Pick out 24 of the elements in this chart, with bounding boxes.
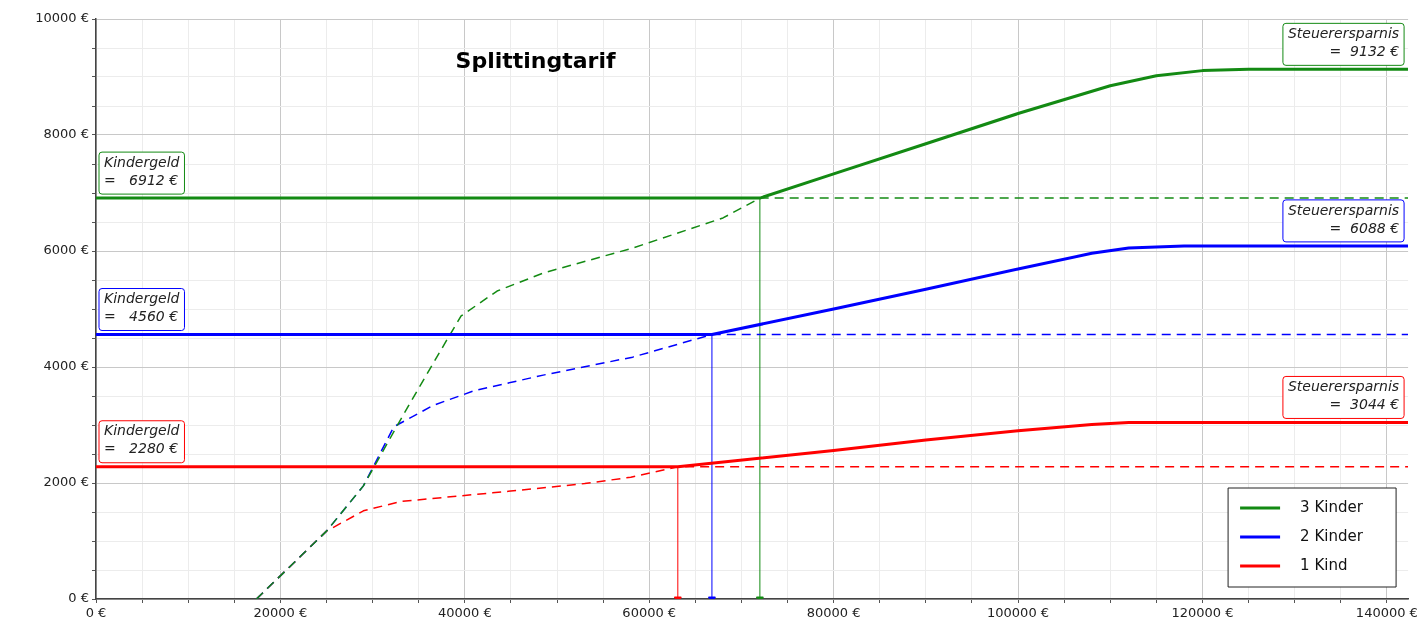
x-tick-label: 140000 € bbox=[1355, 605, 1418, 621]
annotation: Kindergeld = 6912 € bbox=[104, 153, 180, 188]
legend-label: 2 Kinder bbox=[1300, 526, 1364, 545]
annotation: Kindergeld = 2280 € bbox=[104, 422, 180, 457]
y-tick-label: 2000 € bbox=[43, 474, 89, 490]
x-tick-label: 80000 € bbox=[806, 605, 861, 621]
y-tick-label: 10000 € bbox=[35, 10, 89, 26]
legend-label: 3 Kinder bbox=[1300, 497, 1364, 516]
y-tick-label: 8000 € bbox=[43, 126, 89, 142]
annotation: Steuerersparnis = 3044 € bbox=[1287, 378, 1400, 413]
annotation: Steuerersparnis = 9132 € bbox=[1287, 24, 1400, 59]
x-tick-label: 40000 € bbox=[437, 605, 492, 621]
x-tick-label: 60000 € bbox=[622, 605, 677, 621]
y-tick-label: 6000 € bbox=[43, 242, 89, 258]
y-tick-label: 4000 € bbox=[43, 358, 89, 374]
x-tick-label: 0 € bbox=[85, 605, 107, 621]
x-tick-label: 120000 € bbox=[1171, 605, 1234, 621]
x-tick-label: 20000 € bbox=[253, 605, 308, 621]
annotation: Kindergeld = 4560 € bbox=[104, 290, 180, 325]
annotation: Steuerersparnis = 6088 € bbox=[1287, 201, 1400, 236]
x-tick-label: 100000 € bbox=[987, 605, 1050, 621]
text: Splittingtarif bbox=[455, 47, 616, 73]
y-tick-label: 0 € bbox=[68, 590, 89, 606]
legend-label: 1 Kind bbox=[1300, 555, 1348, 574]
